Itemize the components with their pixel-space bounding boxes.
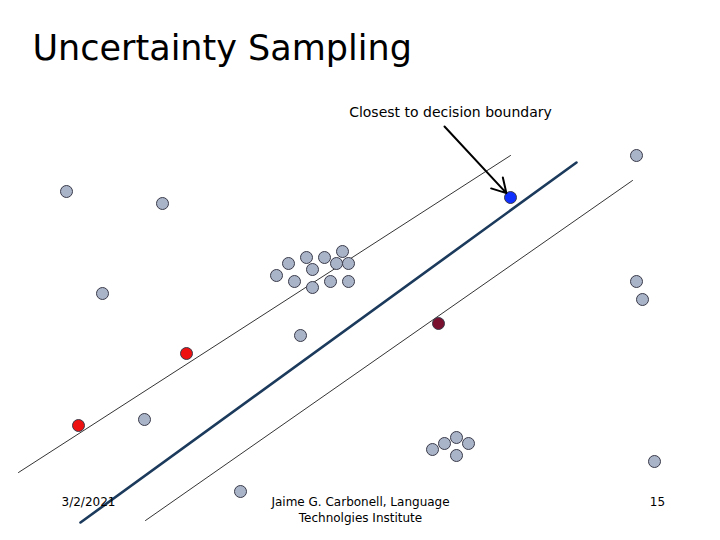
svg-text:15: 15 [650, 495, 665, 509]
svg-text:Uncertainty Sampling: Uncertainty Sampling [33, 28, 412, 68]
svg-text:3/2/2021: 3/2/2021 [62, 495, 116, 509]
svg-text:Jaime G. Carbonell, Language: Jaime G. Carbonell, Language [270, 495, 449, 509]
svg-text:Closest to decision boundary: Closest to decision boundary [349, 104, 552, 120]
svg-text:Technolgies Institute: Technolgies Institute [298, 511, 422, 525]
